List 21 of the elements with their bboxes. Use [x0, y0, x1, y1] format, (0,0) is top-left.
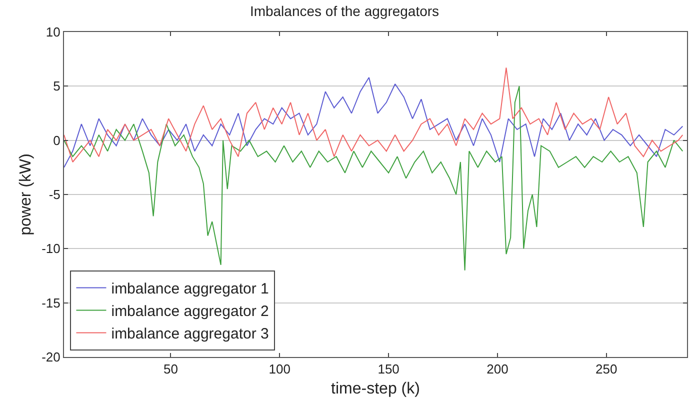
y-tick-label: 10 [46, 24, 60, 40]
y-tick-label: -15 [42, 295, 60, 310]
x-tick-label: 100 [268, 362, 290, 377]
y-tick-label: 5 [53, 78, 60, 94]
y-axis-title: power (kW) [18, 154, 35, 236]
x-axis-title: time-step (k) [331, 380, 420, 398]
y-tick-label: -20 [42, 350, 60, 365]
y-tick-label: -5 [48, 187, 60, 202]
x-tick-label: 150 [378, 362, 400, 377]
line-series [64, 86, 684, 271]
line-series [64, 67, 684, 162]
line-series [64, 77, 684, 168]
legend-label: imbalance aggregator 1 [111, 280, 269, 298]
legend-label: imbalance aggregator 2 [111, 303, 269, 320]
y-tick-label: 0 [53, 132, 60, 148]
x-tick-label: 50 [164, 362, 178, 377]
x-tick-label: 200 [486, 362, 508, 377]
legend-label: imbalance aggregator 3 [111, 326, 269, 343]
chart-title: Imbalances of the aggregators [250, 2, 440, 19]
x-tick-label: 250 [596, 362, 618, 377]
y-tick-label: -10 [42, 241, 60, 256]
